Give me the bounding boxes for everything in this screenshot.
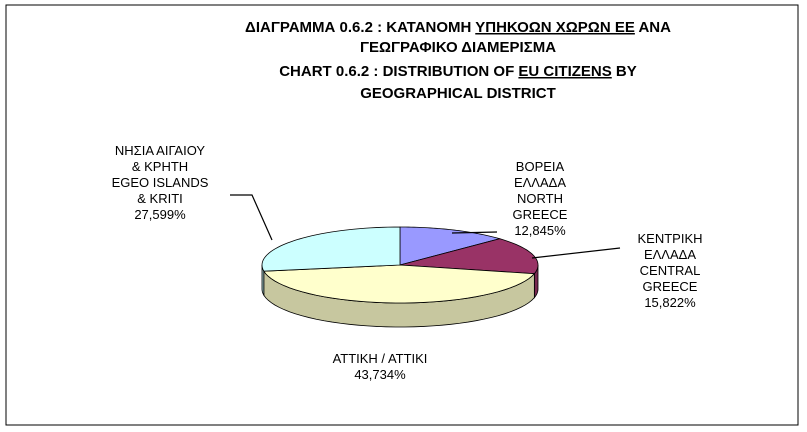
title-segment: EU CITIZENS <box>518 63 611 80</box>
chart-title: CHART 0.6.2 : DISTRIBUTION OF EU CITIZEN… <box>279 63 637 80</box>
slice-label: ΚΕΝΤΡΙΚΗ <box>637 231 702 246</box>
title-segment: CHART 0.6.2 : DISTRIBUTION OF <box>279 63 518 80</box>
title-segment: GEOGRAPHICAL DISTRICT <box>360 85 556 102</box>
slice-label: CENTRAL <box>640 263 701 278</box>
slice-label: ΕΛΛΑΔΑ <box>644 247 696 262</box>
chart-title: ΓΕΩΓΡΑΦΙΚΟ ΔΙΑΜΕΡΙΣΜΑ <box>360 39 556 56</box>
slice-value-label: 15,822% <box>644 295 696 310</box>
slice-value-label: 27,599% <box>134 207 186 222</box>
slice-label: EGEO ISLANDS <box>112 175 209 190</box>
pie-slice <box>263 264 536 304</box>
slice-label: & ΚΡΗΤΗ <box>132 159 188 174</box>
leader-line <box>531 247 621 259</box>
slice-label: GREECE <box>513 207 568 222</box>
slice-label: & KRITI <box>137 191 183 206</box>
leader-line <box>451 231 498 234</box>
leader-line <box>230 194 273 241</box>
slice-label: ΝΗΣΙΑ ΑΙΓΑΙΟΥ <box>115 143 205 158</box>
slice-label: ΕΛΛΑΔΑ <box>514 175 566 190</box>
title-segment: ΥΠΗΚΟΩΝ ΧΩΡΩΝ ΕΕ <box>475 19 635 36</box>
slice-value-label: 12,845% <box>514 223 566 238</box>
slice-label: ΑΤΤΙΚΗ / ΑΤΤΙΚΙ <box>333 351 428 366</box>
slice-label: ΒΟΡΕΙΑ <box>516 159 565 174</box>
title-segment: ΔΙΑΓΡΑΜΜΑ 0.6.2 : ΚΑΤΑΝΟΜΗ <box>245 19 475 36</box>
chart-title: GEOGRAPHICAL DISTRICT <box>360 85 556 102</box>
chart-frame <box>5 4 799 426</box>
chart-title: ΔΙΑΓΡΑΜΜΑ 0.6.2 : ΚΑΤΑΝΟΜΗ ΥΠΗΚΟΩΝ ΧΩΡΩΝ… <box>245 19 671 36</box>
title-segment: BY <box>612 63 637 80</box>
slice-label: GREECE <box>643 279 698 294</box>
slice-value-label: 43,734% <box>354 367 406 382</box>
title-segment: ΑΝΑ <box>635 19 671 36</box>
pie-slice <box>399 238 539 275</box>
pie-slice <box>261 226 401 272</box>
title-segment: ΓΕΩΓΡΑΦΙΚΟ ΔΙΑΜΕΡΙΣΜΑ <box>360 39 556 56</box>
slice-label: NORTH <box>517 191 563 206</box>
pie-slice <box>399 226 502 266</box>
